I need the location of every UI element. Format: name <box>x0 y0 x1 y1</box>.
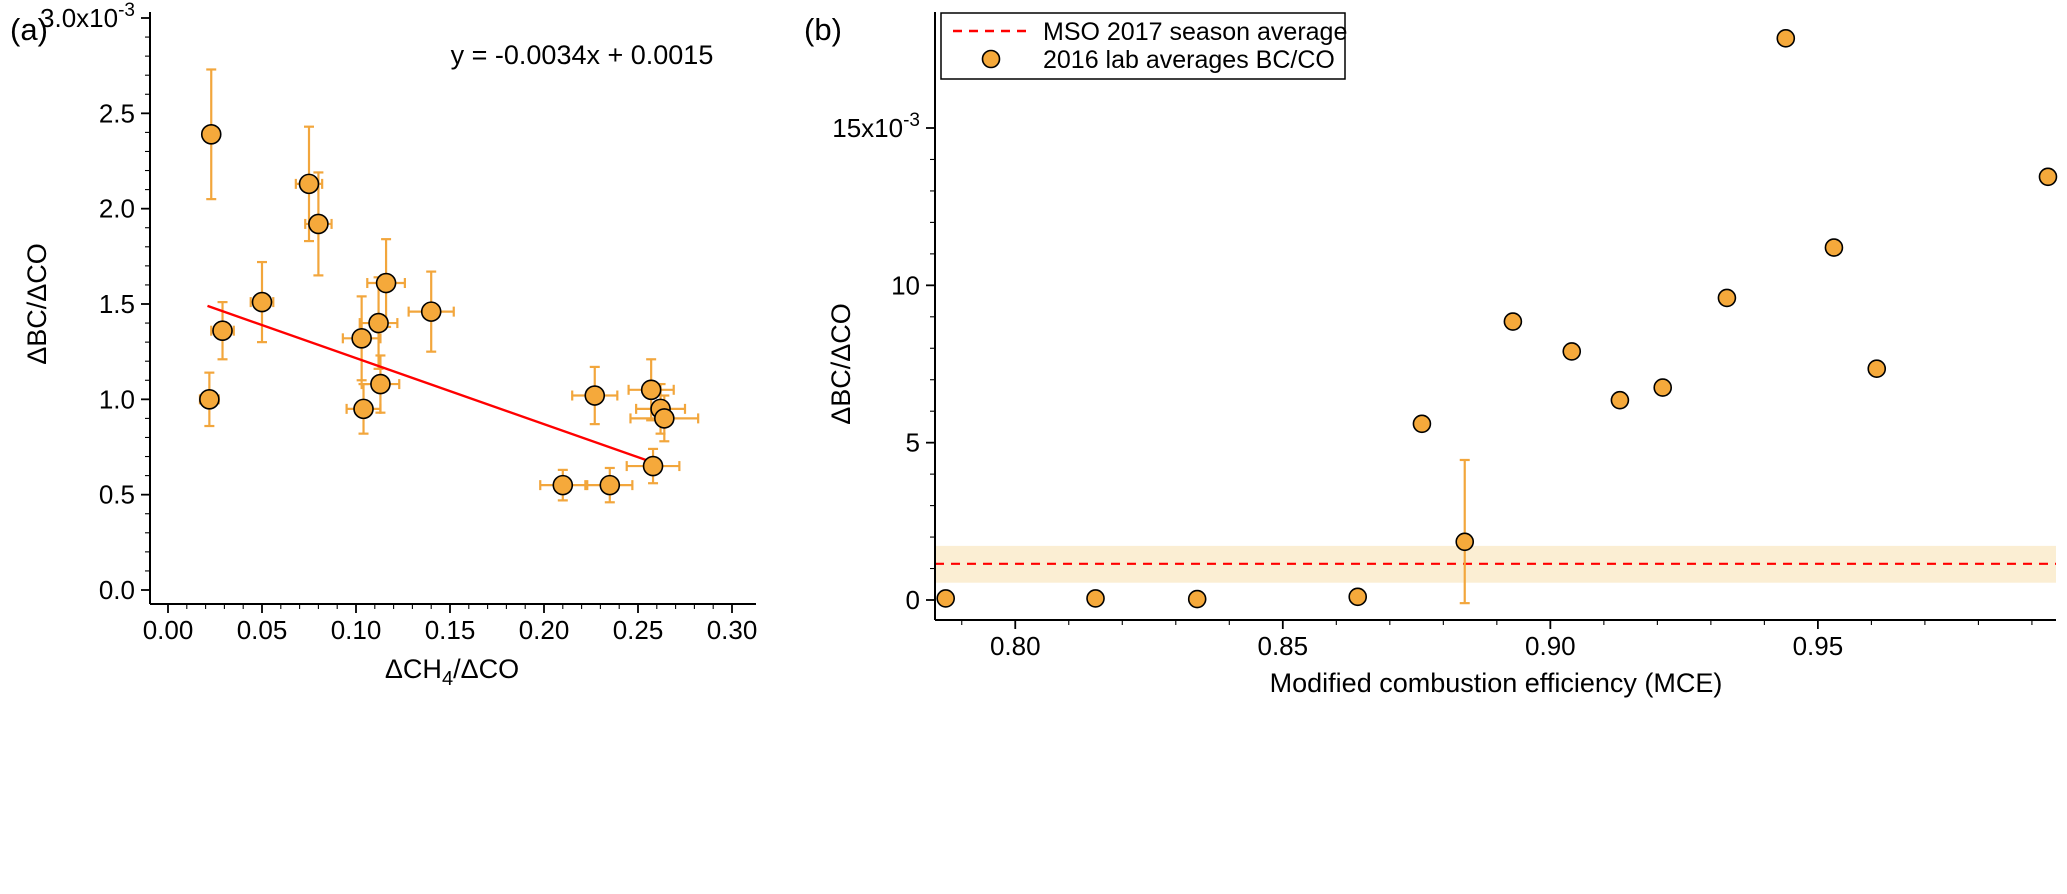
fit-equation: y = -0.0034x + 0.0015 <box>451 40 714 70</box>
x-tick-label: 0.95 <box>1793 631 1844 661</box>
data-point <box>654 408 675 429</box>
y-tick-label: 2.0 <box>99 194 135 224</box>
data-point <box>375 272 397 294</box>
y-tick-label: 0 <box>906 585 920 615</box>
y-tick-label: 15x10-3 <box>832 110 920 143</box>
y-tick-label: 5 <box>906 428 920 458</box>
data-point <box>2038 167 2058 187</box>
data-point <box>1776 29 1796 48</box>
data-point <box>298 173 320 195</box>
panel-a: 0.00 0.05 0.10 0.15 0.20 0.25 0.30 0.0 0.5 1.0 1.5… <box>10 0 757 690</box>
data-point <box>1503 312 1523 331</box>
data-point <box>1348 587 1368 607</box>
x-tick-label: 0.15 <box>425 615 476 645</box>
data-point <box>936 589 956 608</box>
data-point <box>212 320 233 341</box>
data-point <box>251 291 273 313</box>
data-point <box>1653 378 1673 397</box>
data-point <box>640 379 662 401</box>
data-point <box>420 301 442 322</box>
x-tick-label: 0.10 <box>331 615 382 645</box>
data-point <box>368 312 389 334</box>
legend-box <box>940 12 1346 80</box>
data-point <box>1187 589 1207 609</box>
y-tick-label: 0.5 <box>99 480 135 510</box>
data-point <box>1412 414 1432 434</box>
legend-label: MSO 2017 season average <box>1043 18 1347 46</box>
data-point <box>199 389 220 410</box>
panel-label: (b) <box>804 12 842 47</box>
x-tick-label: 0.85 <box>1257 631 1308 661</box>
fit-line <box>207 304 661 467</box>
data-point <box>642 455 664 477</box>
y-axis-label: ΔBC/ΔCO <box>22 243 52 365</box>
data-point <box>1086 589 1105 608</box>
x-tick-label: 0.20 <box>519 615 570 645</box>
y-tick-label: 1.0 <box>99 384 135 414</box>
data-point <box>1610 390 1630 410</box>
y-tick-label: 3.0x10-3 <box>40 0 135 33</box>
x-axis-label: ΔCH4/ΔCO <box>385 654 519 690</box>
x-tick-label: 0.25 <box>613 615 664 645</box>
x-tick-label: 0.90 <box>1525 631 1576 661</box>
data-point <box>1867 359 1887 379</box>
data-point <box>1824 238 1844 257</box>
data-point <box>599 474 621 496</box>
data-point <box>351 328 372 349</box>
x-tick-label: 0.00 <box>143 615 194 645</box>
y-tick-label: 0.0 <box>99 575 135 605</box>
data-point <box>1455 532 1475 552</box>
panel-label: (a) <box>10 12 48 47</box>
y-tick-label: 10 <box>891 270 920 300</box>
x-tick-label: 0.05 <box>237 615 288 645</box>
y-axis-label: ΔBC/ΔCO <box>826 303 856 425</box>
data-point <box>1562 342 1582 361</box>
data-point <box>552 474 574 496</box>
data-point <box>308 213 329 235</box>
x-tick-label: 0.80 <box>990 631 1041 661</box>
data-point <box>200 124 222 145</box>
panel-b: 0.80 0.85 0.90 0.95 0 5 10 15x10-3 ΔBC/ΔCO Modifi… <box>804 12 2058 698</box>
y-tick-label: 2.5 <box>99 98 135 128</box>
legend-label: 2016 lab averages BC/CO <box>1043 46 1335 74</box>
data-point <box>584 385 606 406</box>
x-axis-label: Modified combustion efficiency (MCE) <box>1270 668 1723 698</box>
legend-marker-sample <box>981 49 1001 69</box>
data-point <box>353 398 374 420</box>
y-tick-label: 1.5 <box>99 289 135 319</box>
data-point <box>1717 288 1737 308</box>
x-tick-label: 0.30 <box>707 615 758 645</box>
data-point <box>370 373 391 395</box>
